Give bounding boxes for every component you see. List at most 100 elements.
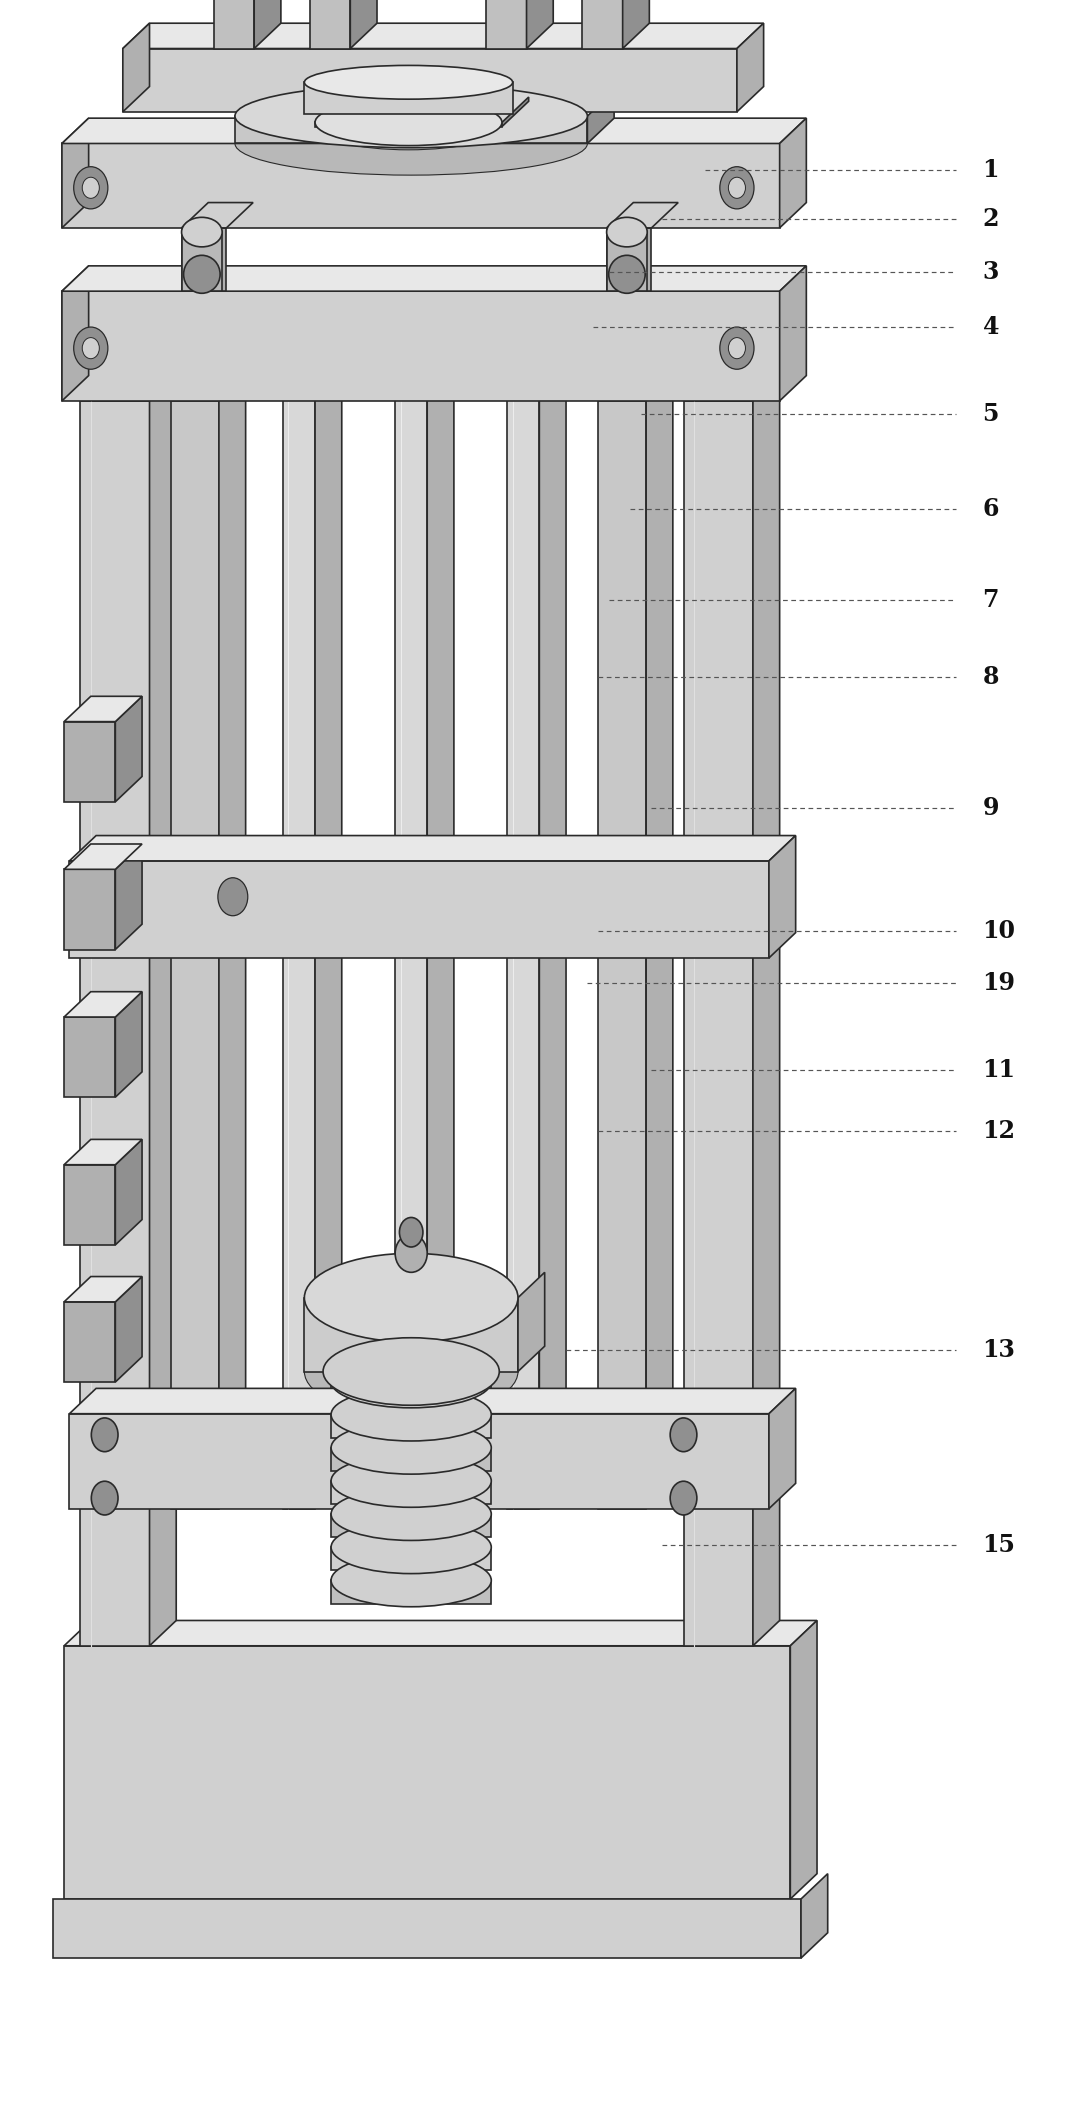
Ellipse shape	[331, 1553, 491, 1608]
Polygon shape	[150, 376, 176, 1646]
Polygon shape	[753, 376, 780, 1646]
Ellipse shape	[323, 1338, 500, 1405]
Polygon shape	[182, 203, 253, 228]
Text: 15: 15	[983, 1532, 1016, 1557]
Ellipse shape	[91, 1481, 119, 1515]
Polygon shape	[123, 23, 764, 49]
Bar	[507, 380, 539, 1509]
Text: 19: 19	[983, 971, 1016, 996]
Ellipse shape	[82, 338, 99, 359]
Polygon shape	[780, 266, 806, 401]
Bar	[486, 0, 527, 49]
Polygon shape	[587, 91, 614, 143]
Polygon shape	[69, 836, 796, 861]
Bar	[331, 1447, 491, 1471]
Bar	[62, 291, 780, 401]
Text: 4: 4	[983, 314, 999, 340]
Polygon shape	[64, 844, 142, 869]
Ellipse shape	[395, 1234, 427, 1272]
Bar	[607, 228, 651, 291]
Text: 8: 8	[983, 665, 999, 690]
Bar	[315, 122, 502, 127]
Polygon shape	[64, 1017, 115, 1097]
Polygon shape	[780, 118, 806, 228]
Ellipse shape	[304, 65, 513, 99]
Polygon shape	[607, 203, 678, 228]
Polygon shape	[123, 23, 150, 112]
Bar	[62, 143, 780, 228]
Ellipse shape	[331, 1454, 491, 1507]
Text: 12: 12	[983, 1118, 1016, 1144]
Polygon shape	[115, 844, 142, 950]
Bar	[598, 401, 646, 1509]
Bar	[235, 116, 587, 143]
Bar	[331, 1481, 491, 1504]
Polygon shape	[115, 1277, 142, 1382]
Polygon shape	[427, 354, 454, 1509]
Ellipse shape	[91, 1418, 119, 1452]
Bar	[69, 861, 769, 958]
Polygon shape	[64, 1646, 790, 1899]
Polygon shape	[64, 1277, 142, 1302]
Ellipse shape	[331, 1355, 491, 1407]
Bar	[182, 232, 222, 291]
Ellipse shape	[182, 217, 222, 247]
Bar	[182, 228, 226, 291]
Text: 13: 13	[983, 1338, 1016, 1363]
Bar	[395, 380, 427, 1509]
Ellipse shape	[315, 99, 502, 146]
Text: 7: 7	[983, 589, 999, 612]
Polygon shape	[62, 118, 806, 143]
Bar	[283, 380, 315, 1509]
Ellipse shape	[607, 217, 647, 247]
Polygon shape	[64, 1139, 142, 1165]
Ellipse shape	[74, 167, 108, 209]
Polygon shape	[62, 118, 89, 228]
Text: 1: 1	[983, 158, 999, 181]
Polygon shape	[64, 722, 115, 802]
Ellipse shape	[315, 103, 502, 150]
Text: 10: 10	[983, 918, 1016, 943]
Bar	[684, 401, 753, 1646]
Bar	[331, 1382, 491, 1405]
Text: 2: 2	[983, 207, 999, 232]
Ellipse shape	[720, 167, 754, 209]
Polygon shape	[62, 266, 806, 291]
Polygon shape	[315, 354, 342, 1509]
Ellipse shape	[235, 84, 587, 148]
Polygon shape	[527, 0, 553, 49]
Polygon shape	[790, 1620, 817, 1899]
Polygon shape	[64, 1165, 115, 1245]
Ellipse shape	[609, 255, 645, 293]
Polygon shape	[518, 1272, 545, 1372]
Polygon shape	[769, 836, 796, 958]
Ellipse shape	[304, 1253, 518, 1342]
Polygon shape	[53, 1899, 801, 1958]
Bar	[69, 1414, 769, 1509]
Polygon shape	[769, 1388, 796, 1509]
Bar	[607, 232, 647, 291]
Bar	[171, 401, 219, 1509]
Ellipse shape	[331, 1521, 491, 1574]
Ellipse shape	[671, 1418, 696, 1452]
Ellipse shape	[728, 177, 745, 198]
Bar	[331, 1515, 491, 1538]
Polygon shape	[62, 266, 89, 401]
Ellipse shape	[218, 878, 248, 916]
Polygon shape	[737, 23, 764, 112]
Polygon shape	[64, 1302, 115, 1382]
Bar	[304, 82, 513, 114]
Polygon shape	[115, 992, 142, 1097]
Polygon shape	[539, 354, 566, 1509]
Bar	[310, 0, 350, 49]
Polygon shape	[69, 1388, 796, 1414]
Polygon shape	[115, 1139, 142, 1245]
Polygon shape	[646, 376, 673, 1509]
Ellipse shape	[331, 1422, 491, 1475]
Bar	[331, 1547, 491, 1570]
Text: 5: 5	[983, 401, 999, 426]
Ellipse shape	[331, 1488, 491, 1540]
Ellipse shape	[304, 1327, 518, 1416]
Polygon shape	[350, 0, 377, 49]
Text: 3: 3	[983, 260, 999, 285]
